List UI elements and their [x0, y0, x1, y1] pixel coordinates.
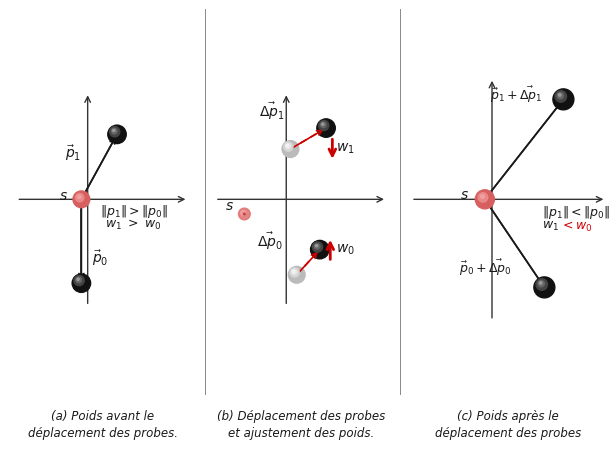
Circle shape	[111, 128, 117, 134]
Text: $\|p_1\| < \|p_0\|$: $\|p_1\| < \|p_0\|$	[542, 204, 610, 221]
Circle shape	[243, 213, 245, 215]
Circle shape	[290, 268, 299, 277]
Text: $\vec{p}_1$: $\vec{p}_1$	[65, 144, 81, 163]
Text: (c) Poids après le: (c) Poids après le	[458, 410, 559, 423]
Circle shape	[109, 127, 120, 137]
Circle shape	[73, 191, 90, 208]
Text: $\vec{p}_0$: $\vec{p}_0$	[92, 248, 108, 268]
Circle shape	[317, 119, 335, 137]
Circle shape	[475, 190, 494, 209]
Circle shape	[285, 144, 290, 149]
Circle shape	[557, 92, 563, 99]
Circle shape	[534, 277, 555, 298]
Text: $w_1$: $w_1$	[542, 220, 559, 233]
Text: (b) Déplacement des probes: (b) Déplacement des probes	[217, 410, 386, 423]
Text: (a) Poids avant le: (a) Poids avant le	[51, 410, 154, 423]
Circle shape	[319, 120, 329, 130]
Circle shape	[76, 193, 84, 202]
Circle shape	[310, 241, 329, 259]
Text: $s$: $s$	[59, 189, 68, 203]
Text: $< w_0$: $< w_0$	[560, 220, 593, 234]
Circle shape	[108, 125, 126, 144]
Text: déplacement des probes: déplacement des probes	[435, 428, 582, 440]
Text: $\|p_1\| > \|p_0\|$: $\|p_1\| > \|p_0\|$	[100, 203, 168, 221]
Circle shape	[321, 122, 326, 128]
Circle shape	[478, 193, 488, 202]
Circle shape	[288, 266, 305, 283]
Circle shape	[555, 91, 566, 102]
Circle shape	[77, 278, 79, 280]
Circle shape	[558, 94, 561, 96]
Circle shape	[238, 208, 250, 220]
Circle shape	[536, 279, 547, 290]
Text: déplacement des probes.: déplacement des probes.	[27, 428, 178, 440]
Circle shape	[78, 195, 81, 198]
Circle shape	[282, 140, 299, 157]
Circle shape	[291, 270, 297, 275]
Circle shape	[293, 270, 295, 272]
Circle shape	[74, 275, 84, 286]
Text: $s$: $s$	[225, 198, 234, 212]
Text: $\vec{\Delta p}_0$: $\vec{\Delta p}_0$	[257, 231, 282, 252]
Circle shape	[481, 194, 485, 198]
Text: $w_0$: $w_0$	[335, 242, 354, 257]
Text: $w_1$: $w_1$	[335, 142, 354, 156]
Circle shape	[540, 282, 542, 284]
Circle shape	[72, 274, 90, 292]
Circle shape	[284, 142, 293, 151]
Text: et ajustement des poids.: et ajustement des poids.	[228, 428, 375, 440]
Circle shape	[76, 277, 81, 283]
Text: $\vec{\Delta p}_1$: $\vec{\Delta p}_1$	[258, 101, 284, 122]
Circle shape	[314, 244, 320, 249]
Text: $w_1\ >\ w_0$: $w_1\ >\ w_0$	[105, 218, 162, 232]
Text: $\vec{p}_1 + \vec{\Delta p}_1$: $\vec{p}_1 + \vec{\Delta p}_1$	[489, 84, 543, 105]
Circle shape	[241, 211, 246, 215]
Circle shape	[315, 245, 318, 247]
Text: $s$: $s$	[461, 188, 469, 202]
Circle shape	[312, 242, 323, 252]
Circle shape	[287, 145, 288, 146]
Circle shape	[112, 130, 115, 131]
Text: $\vec{p}_0 + \vec{\Delta p}_0$: $\vec{p}_0 + \vec{\Delta p}_0$	[459, 258, 511, 279]
Circle shape	[553, 89, 574, 110]
Circle shape	[538, 280, 544, 287]
Circle shape	[322, 123, 324, 125]
